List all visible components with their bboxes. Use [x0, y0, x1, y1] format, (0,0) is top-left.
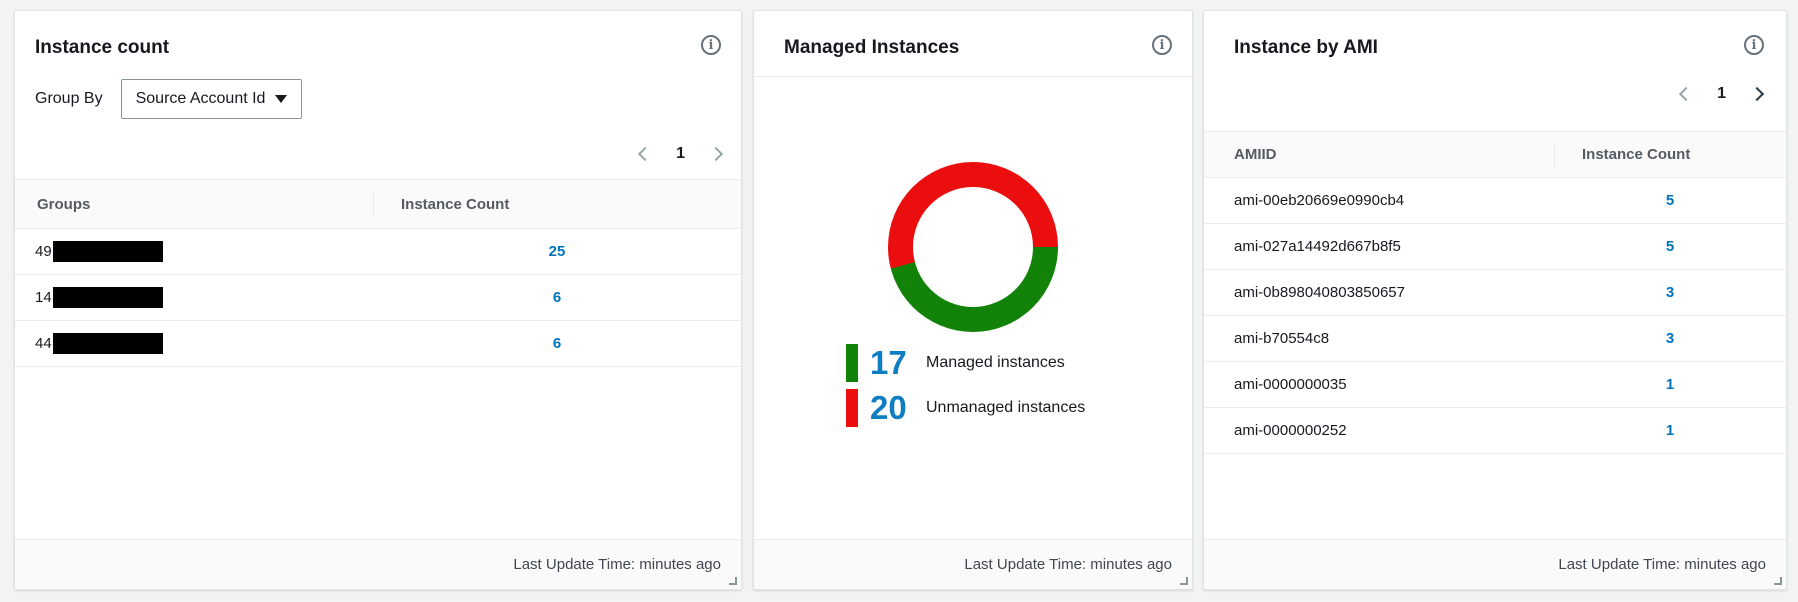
ami-id-cell: ami-0b898040803850657 — [1234, 284, 1405, 301]
instance-count-link[interactable]: 1 — [1665, 422, 1675, 439]
instance-count-cell: 6 — [373, 275, 741, 320]
column-header-groups: Groups — [37, 195, 91, 213]
table-header: Groups Instance Count — [15, 179, 741, 229]
ami-id-cell: ami-b70554c8 — [1234, 330, 1330, 347]
prev-page-icon[interactable] — [1679, 86, 1694, 102]
card-header-wrap: Managed Instances — [754, 11, 1192, 77]
next-page-icon[interactable] — [708, 146, 724, 162]
instance-count-link[interactable]: 3 — [1665, 330, 1675, 347]
ami-id-cell: ami-00eb20669e0990cb4 — [1234, 192, 1405, 209]
prev-page-icon[interactable] — [638, 146, 653, 162]
info-icon[interactable] — [1744, 35, 1764, 55]
instance-count-link[interactable]: 5 — [1665, 238, 1675, 255]
info-icon[interactable] — [701, 35, 721, 55]
next-page-icon[interactable] — [1749, 86, 1765, 102]
table-row: ami-0000000252 1 — [1204, 408, 1786, 454]
table-row: ami-0b898040803850657 3 — [1204, 270, 1786, 316]
instance-count-link[interactable]: 6 — [552, 335, 562, 352]
card-footer: Last Update Time: minutes ago — [15, 539, 741, 589]
redaction-bar — [52, 287, 163, 308]
legend-swatch — [846, 343, 858, 382]
group-id-prefix: 44 — [35, 335, 52, 352]
instance-count-link[interactable]: 6 — [552, 289, 562, 306]
legend-label: Managed instances — [926, 353, 1065, 371]
card-header: Instance count — [15, 11, 741, 61]
table-row: ami-00eb20669e0990cb4 5 — [1204, 178, 1786, 224]
ami-id-cell: ami-027a14492d667b8f5 — [1234, 238, 1401, 255]
page-title: Instance by AMI — [1234, 37, 1378, 58]
card-managed-instances: Managed Instances 17 Managed instances 2… — [753, 10, 1193, 590]
redaction-bar — [52, 333, 163, 354]
last-update-text: Last Update Time: minutes ago — [513, 556, 721, 573]
table-row: ami-b70554c8 3 — [1204, 316, 1786, 362]
managed-instances-donut — [888, 162, 1058, 332]
groups-table: Groups Instance Count 49 25 14 — [15, 179, 741, 367]
instance-count-cell: 3 — [1554, 270, 1786, 315]
pagination: 1 — [1204, 79, 1786, 109]
legend-value: 20 — [870, 388, 907, 426]
group-by-selected-value: Source Account Id — [135, 90, 266, 107]
legend-item: 17 Managed instances — [846, 340, 1192, 385]
group-id-prefix: 14 — [35, 289, 52, 306]
resize-handle[interactable] — [1774, 577, 1782, 585]
table-row: ami-027a14492d667b8f5 5 — [1204, 224, 1786, 270]
group-by-select[interactable]: Source Account Id — [120, 79, 303, 119]
ami-table: AMIID Instance Count ami-00eb20669e0990c… — [1204, 131, 1786, 454]
ami-id-cell: ami-0000000252 — [1234, 422, 1347, 439]
last-update-text: Last Update Time: minutes ago — [1558, 556, 1766, 573]
donut-chart-area — [754, 162, 1192, 332]
instance-count-cell: 1 — [1554, 362, 1786, 407]
table-body: ami-00eb20669e0990cb4 5 ami-027a14492d66… — [1204, 178, 1786, 454]
table-row: 49 25 — [15, 229, 741, 275]
instance-count-link[interactable]: 1 — [1665, 376, 1675, 393]
instance-count-link[interactable]: 5 — [1665, 192, 1675, 209]
page-title: Managed Instances — [784, 37, 960, 58]
card-header: Instance by AMI — [1204, 11, 1786, 61]
group-id-cell: 14 — [15, 275, 373, 320]
column-header-amiid: AMIID — [1234, 146, 1277, 163]
column-header-instance-count: Instance Count — [373, 180, 741, 228]
resize-handle[interactable] — [1180, 577, 1188, 585]
table-body: 49 25 14 6 — [15, 229, 741, 367]
page-title: Instance count — [35, 37, 170, 58]
group-by-label: Group By — [35, 90, 103, 107]
column-header-instance-count: Instance Count — [1554, 132, 1786, 177]
ami-id-cell: ami-0000000035 — [1234, 376, 1347, 393]
redaction-bar — [52, 241, 163, 262]
caret-down-icon — [275, 95, 288, 103]
group-id-cell: 44 — [15, 321, 373, 366]
card-instance-count: Instance count Group By Source Account I… — [14, 10, 742, 590]
group-id-cell: 49 — [15, 229, 373, 274]
instance-count-cell: 25 — [373, 229, 741, 274]
card-instance-by-ami: Instance by AMI 1 AMIID Instance Count a… — [1203, 10, 1787, 590]
group-by-row: Group By Source Account Id — [15, 79, 741, 119]
resize-handle[interactable] — [729, 577, 737, 585]
legend-label: Unmanaged instances — [926, 398, 1086, 416]
pagination: 1 — [15, 139, 741, 169]
table-row: 44 6 — [15, 321, 741, 367]
chart-legend: 17 Managed instances 20 Unmanaged instan… — [754, 340, 1192, 430]
instance-count-cell: 1 — [1554, 408, 1786, 453]
instance-count-cell: 5 — [1554, 224, 1786, 269]
page-number: 1 — [1717, 85, 1726, 102]
table-header: AMIID Instance Count — [1204, 131, 1786, 178]
instance-count-link[interactable]: 3 — [1665, 284, 1675, 301]
instance-count-cell: 6 — [373, 321, 741, 366]
page-number: 1 — [676, 145, 685, 162]
donut-hole — [913, 187, 1033, 307]
card-footer: Last Update Time: minutes ago — [1204, 539, 1786, 589]
card-footer: Last Update Time: minutes ago — [754, 539, 1192, 589]
legend-swatch — [846, 388, 858, 427]
table-row: ami-0000000035 1 — [1204, 362, 1786, 408]
instance-count-link[interactable]: 25 — [548, 243, 566, 260]
info-icon[interactable] — [1152, 35, 1172, 55]
last-update-text: Last Update Time: minutes ago — [964, 556, 1172, 573]
table-row: 14 6 — [15, 275, 741, 321]
instance-count-cell: 3 — [1554, 316, 1786, 361]
instance-count-cell: 5 — [1554, 178, 1786, 223]
legend-item: 20 Unmanaged instances — [846, 385, 1192, 430]
legend-value: 17 — [870, 343, 907, 381]
group-id-prefix: 49 — [35, 243, 52, 260]
